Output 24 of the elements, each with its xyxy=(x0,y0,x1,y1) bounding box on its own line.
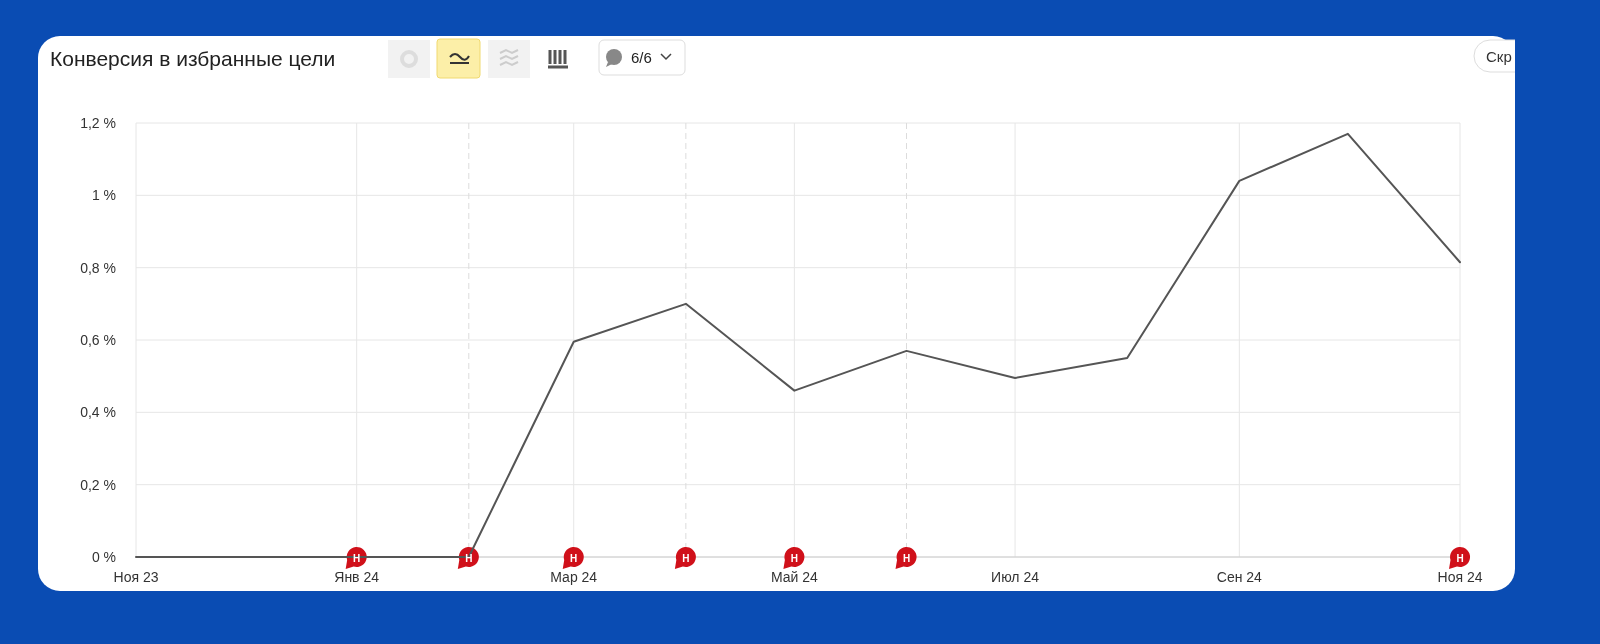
y-tick-label: 0,8 % xyxy=(80,259,116,276)
annotation: Н xyxy=(353,552,361,564)
annotation: Н xyxy=(902,552,911,564)
text: 6/6 xyxy=(631,49,652,66)
x-tick-label: Ноя 23 xyxy=(113,569,159,585)
y-tick-label: 1 % xyxy=(91,187,116,204)
x-tick-label: Ноя 24 xyxy=(1437,569,1483,585)
y-tick-label: 0 % xyxy=(91,549,116,565)
y-tick-label: 0,2 % xyxy=(80,476,116,493)
y-tick-label: 1,2 % xyxy=(80,115,116,131)
y-tick-label: 0,6 % xyxy=(80,332,116,348)
text: Скр xyxy=(1486,48,1512,65)
annotation: Н xyxy=(790,552,798,564)
x-tick-label: Май 24 xyxy=(770,569,819,585)
x-tick-label: Сен 24 xyxy=(1216,569,1263,585)
x-tick-label: Мар 24 xyxy=(550,569,598,585)
annotation: Н xyxy=(1456,552,1464,564)
annotation: Н xyxy=(570,552,578,564)
y-tick-label: 0,4 % xyxy=(80,404,116,421)
chart-title: Конверсия в избранные цели xyxy=(50,47,336,70)
annotation: Н xyxy=(465,552,473,564)
x-tick-label: Янв 24 xyxy=(334,569,380,585)
x-tick-label: Июл 24 xyxy=(991,569,1040,585)
annotation: Н xyxy=(682,552,690,564)
